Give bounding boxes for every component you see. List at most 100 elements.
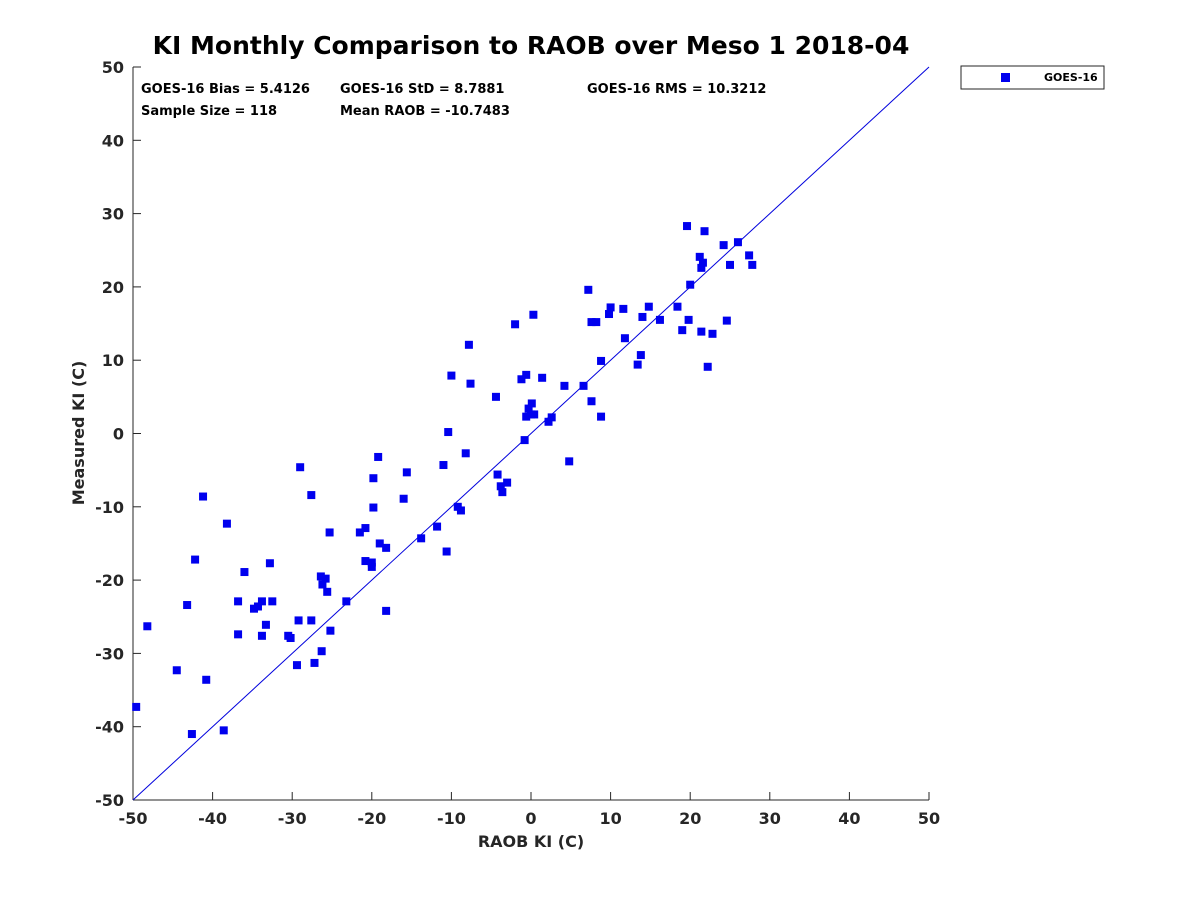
- data-point: [265, 559, 274, 568]
- data-point: [433, 522, 442, 531]
- data-point: [183, 601, 192, 610]
- data-point: [442, 547, 451, 556]
- legend-marker-square: [1001, 73, 1010, 82]
- data-point: [374, 452, 383, 461]
- data-point: [698, 258, 707, 267]
- y-tick-label: 10: [102, 351, 124, 370]
- data-point: [695, 252, 704, 261]
- data-point: [644, 302, 653, 311]
- data-point: [733, 238, 742, 247]
- data-point: [493, 470, 502, 479]
- y-tick-label: 40: [102, 131, 124, 150]
- data-point: [369, 474, 378, 483]
- data-point: [498, 488, 507, 497]
- x-tick-label: 20: [679, 809, 701, 828]
- data-point: [678, 326, 687, 335]
- y-tick-label: -40: [95, 718, 124, 737]
- data-point: [466, 379, 475, 388]
- stat-std: GOES-16 StD = 8.7881: [340, 82, 504, 97]
- data-point: [257, 631, 266, 640]
- data-point: [307, 491, 316, 500]
- data-point: [187, 730, 196, 739]
- data-point: [296, 463, 305, 472]
- legend-box: [960, 65, 1105, 90]
- data-point: [253, 602, 262, 611]
- data-point: [234, 597, 243, 606]
- data-point: [619, 304, 628, 313]
- data-point: [496, 482, 505, 491]
- data-point: [382, 543, 391, 552]
- data-point: [605, 310, 614, 319]
- data-point: [219, 726, 228, 735]
- data-point: [592, 318, 601, 327]
- stat-mean-raob: Mean RAOB = -10.7483: [340, 104, 510, 119]
- data-point: [527, 399, 536, 408]
- y-tick-label: -10: [95, 498, 124, 517]
- data-point: [402, 468, 411, 477]
- data-point: [234, 630, 243, 639]
- data-point: [606, 303, 615, 312]
- y-tick-label: 30: [102, 205, 124, 224]
- data-point: [361, 524, 370, 533]
- legend-entry-goes16: GOES-16: [1044, 71, 1098, 84]
- data-point: [686, 280, 695, 289]
- data-point: [722, 316, 731, 325]
- data-point: [268, 597, 277, 606]
- y-tick-label: -50: [95, 791, 124, 810]
- y-tick-label: 0: [113, 425, 124, 444]
- x-tick-label: -40: [198, 809, 227, 828]
- x-tick-label: 50: [918, 809, 940, 828]
- data-point: [587, 318, 596, 327]
- legend: GOES-16: [960, 65, 1105, 90]
- data-point: [703, 362, 712, 371]
- data-point: [638, 312, 647, 321]
- data-point: [199, 492, 208, 501]
- data-point: [286, 634, 295, 643]
- data-point: [748, 260, 757, 269]
- stats-block: GOES-16 Bias = 5.4126 GOES-16 StD = 8.78…: [141, 82, 766, 119]
- data-point: [292, 661, 301, 670]
- data-point: [342, 597, 351, 606]
- data-point: [399, 494, 408, 503]
- data-point: [584, 285, 593, 294]
- x-tick-label: -20: [357, 809, 386, 828]
- data-point: [579, 381, 588, 390]
- data-point: [257, 597, 266, 606]
- one-to-one-line: [132, 66, 930, 801]
- data-point: [369, 503, 378, 512]
- data-point: [745, 251, 754, 260]
- data-point: [143, 622, 152, 631]
- data-point: [132, 702, 141, 711]
- data-point: [444, 428, 453, 437]
- data-point: [673, 302, 682, 311]
- data-point: [560, 381, 569, 390]
- data-point: [310, 658, 319, 667]
- data-point: [464, 340, 473, 349]
- chart-title: KI Monthly Comparison to RAOB over Meso …: [153, 31, 910, 60]
- x-tick-label: 0: [525, 809, 536, 828]
- data-point: [565, 457, 574, 466]
- data-point: [367, 558, 376, 567]
- x-tick-label: 10: [599, 809, 621, 828]
- data-point: [326, 626, 335, 635]
- data-point: [547, 413, 556, 422]
- data-point: [417, 534, 426, 543]
- data-point: [655, 315, 664, 324]
- data-point: [520, 436, 529, 445]
- data-point: [517, 375, 526, 384]
- data-points: [132, 222, 757, 739]
- data-point: [620, 334, 629, 343]
- x-tick-label: -30: [278, 809, 307, 828]
- data-point: [172, 666, 181, 675]
- data-point: [361, 557, 370, 566]
- data-point: [636, 351, 645, 360]
- data-point: [447, 371, 456, 380]
- data-point: [307, 616, 316, 625]
- data-point: [202, 675, 211, 684]
- reference-line-group: [132, 66, 930, 801]
- data-point: [726, 260, 734, 269]
- data-point: [700, 227, 709, 236]
- data-point: [697, 263, 706, 272]
- data-point: [456, 506, 465, 515]
